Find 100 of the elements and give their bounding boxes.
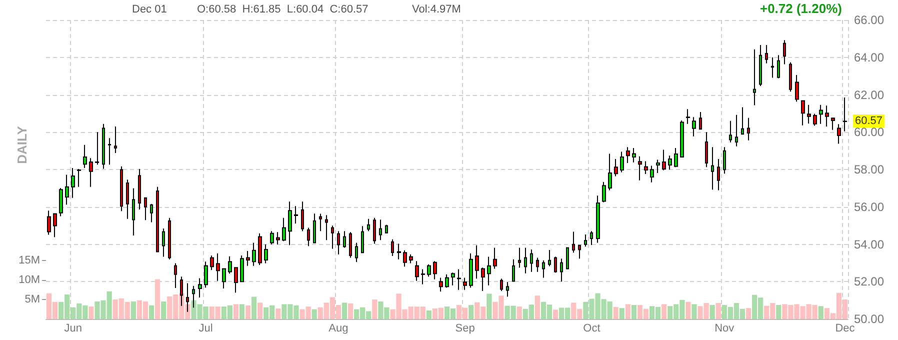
candlestick	[228, 256, 232, 274]
candlestick	[132, 188, 135, 236]
y-tick-label: 62.00	[854, 88, 884, 102]
candlestick	[210, 254, 214, 271]
text: Dec 01	[132, 4, 167, 16]
candlestick	[83, 144, 87, 169]
x-tick-label: Jul	[198, 322, 213, 334]
candlestick	[548, 250, 551, 267]
candlestick	[65, 174, 69, 206]
candlestick	[596, 195, 600, 244]
bar	[233, 304, 239, 319]
candlestick	[427, 264, 431, 278]
bar	[716, 303, 721, 319]
candlestick	[361, 226, 364, 254]
candlestick	[240, 254, 244, 282]
candlestick	[463, 277, 467, 290]
bar	[631, 304, 636, 319]
candlestick	[831, 118, 835, 130]
candlestick	[753, 48, 756, 106]
candlestick	[668, 155, 672, 170]
candlestick	[656, 159, 660, 174]
candlestick	[620, 151, 624, 173]
candlestick	[114, 126, 117, 154]
candlestick	[469, 252, 473, 288]
candlestick	[126, 179, 129, 220]
candlestick	[638, 156, 642, 181]
candlestick	[222, 268, 226, 290]
x-tick-label: Oct	[583, 322, 600, 334]
candlestick	[644, 160, 648, 174]
bar	[516, 306, 522, 319]
candlestick	[439, 277, 443, 292]
candlestick	[433, 260, 437, 280]
text: +0.72 (1.20%)	[760, 1, 842, 16]
candlestick	[590, 230, 593, 246]
candlestick	[379, 219, 382, 241]
candlestick	[47, 210, 51, 236]
bar	[818, 306, 824, 319]
candlestick	[572, 231, 575, 254]
candlestick	[451, 272, 455, 286]
candlestick	[584, 234, 587, 248]
candlestick	[162, 228, 165, 258]
candlestick	[626, 146, 630, 164]
candlestick	[530, 248, 533, 272]
candlestick	[650, 165, 654, 183]
candlestick	[77, 168, 81, 188]
candlestick	[506, 282, 509, 298]
y2-tick-label: 5M	[24, 294, 40, 306]
candlestick	[783, 40, 786, 65]
candlestick	[741, 106, 744, 135]
x-tick-label: Jun	[64, 322, 82, 334]
candlestick	[843, 97, 847, 132]
bar	[245, 305, 251, 319]
bar	[258, 302, 263, 319]
candlestick	[692, 116, 696, 137]
candlestick	[560, 258, 563, 282]
bar	[342, 302, 348, 319]
y-tick-label: 66.00	[854, 13, 884, 27]
x-tick-label: Dec	[835, 322, 856, 334]
text: DAILY	[14, 126, 30, 164]
candlestick	[102, 123, 105, 170]
candlestick	[759, 44, 762, 86]
candlestick	[421, 268, 425, 285]
candlestick	[686, 108, 690, 124]
candlestick	[493, 247, 497, 270]
candlestick	[276, 232, 280, 245]
bar	[276, 308, 281, 319]
candlestick	[795, 74, 799, 102]
candlestick	[150, 203, 153, 223]
bar	[776, 304, 782, 319]
candlestick	[723, 146, 726, 174]
candlestick	[216, 252, 220, 282]
candlestick	[234, 267, 238, 294]
candlestick	[138, 168, 141, 210]
bar	[613, 306, 618, 319]
bar	[746, 308, 752, 319]
candlestick	[445, 274, 449, 288]
candlestick	[825, 105, 829, 128]
candlestick	[337, 230, 340, 255]
y-tick-label: 56.00	[854, 200, 884, 214]
candlestick	[487, 256, 491, 286]
y-tick-label: 54.00	[854, 237, 884, 252]
candlestick	[475, 244, 479, 280]
candlestick	[608, 153, 612, 191]
candlestick	[801, 100, 805, 126]
bar	[148, 305, 154, 319]
candlestick	[819, 104, 823, 124]
candlestick	[108, 138, 111, 166]
candlestick	[632, 148, 636, 163]
bar	[486, 294, 492, 319]
candlestick	[415, 260, 419, 282]
candlestick	[59, 188, 63, 217]
text: 60.57	[855, 114, 883, 127]
candlestick	[397, 243, 401, 260]
x-tick-label: Aug	[328, 322, 348, 334]
candlestick	[391, 238, 394, 257]
candlestick	[264, 244, 268, 264]
candlestick	[789, 62, 792, 92]
y-tick-label: 58.00	[854, 162, 884, 176]
candlestick	[614, 158, 618, 177]
candlestick	[771, 56, 774, 78]
